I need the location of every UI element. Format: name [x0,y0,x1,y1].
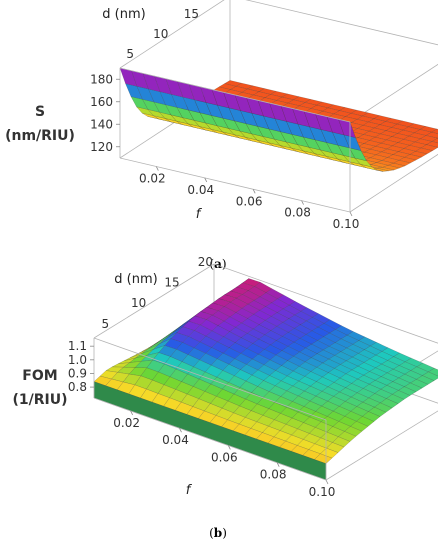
a-y-tick-label: 20 [214,0,229,1]
b-box-front [93,337,438,481]
a-z-tick-label: 120 [90,140,113,154]
a-surface [119,67,438,172]
a-panel-caption: (a) [209,257,226,271]
b-surface [93,278,438,481]
a-x-tick-label: 0.02 [139,172,166,186]
panel-b: 0.02 0.04 0.06 0.08 0.10 5 10 15 20 0.80.91.01.1 f… [12,255,438,540]
b-y-tick-label: 10 [131,296,146,310]
b-y-tick-label: 15 [164,276,179,290]
a-z-axis-unit: (nm/RIU) [5,128,75,144]
b-x-axis-label: f [186,483,193,498]
b-z-tick-label: 1.0 [68,353,87,367]
a-y-tick-label: 10 [153,27,168,41]
a-x-tick-label: 0.04 [187,183,214,197]
b-surface-patch [428,368,438,377]
b-x-tick-label: 0.08 [260,468,287,482]
a-surface-patch [431,138,438,144]
a-surface-patch [431,128,438,134]
a-surface-patch [426,141,438,148]
b-y-axis-label: d (nm) [114,272,157,287]
b-panel-caption: (b) [209,526,227,540]
a-x-tick-label: 0.10 [333,217,360,231]
a-x-axis-label: f [196,207,203,222]
b-x-tick-label: 0.10 [309,485,336,499]
a-x-tick-label: 0.08 [284,206,311,220]
a-x-tick-label: 0.06 [236,194,263,208]
panel-a: 0.02 0.04 0.06 0.08 0.10 5 10 15 20 120 140 160 180 f… [5,0,438,271]
b-z-axis-label: FOM [22,368,57,384]
b-z-tick-label: 1.1 [68,339,87,353]
b-z-tick-label: 0.9 [68,366,87,380]
a-z-tick-label: 180 [90,72,113,86]
b-x-tick-label: 0.04 [162,433,189,447]
a-z-tick-label: 160 [90,95,113,109]
b-y-tick-label: 5 [102,317,110,331]
a-y-axis-label: d (nm) [102,7,145,22]
b-x-tick-label: 0.02 [113,416,140,430]
a-z-tick-label: 140 [90,117,113,131]
b-z-tick-label: 0.8 [68,380,87,394]
b-y-tick-label: 20 [198,255,213,269]
b-z-axis-unit: (1/RIU) [12,392,67,408]
a-y-tick-label: 15 [184,7,199,21]
b-x-tick-label: 0.06 [211,450,238,464]
a-box-front [119,67,438,213]
a-z-axis-label: S [35,104,45,120]
a-y-tick-label: 5 [126,47,134,61]
